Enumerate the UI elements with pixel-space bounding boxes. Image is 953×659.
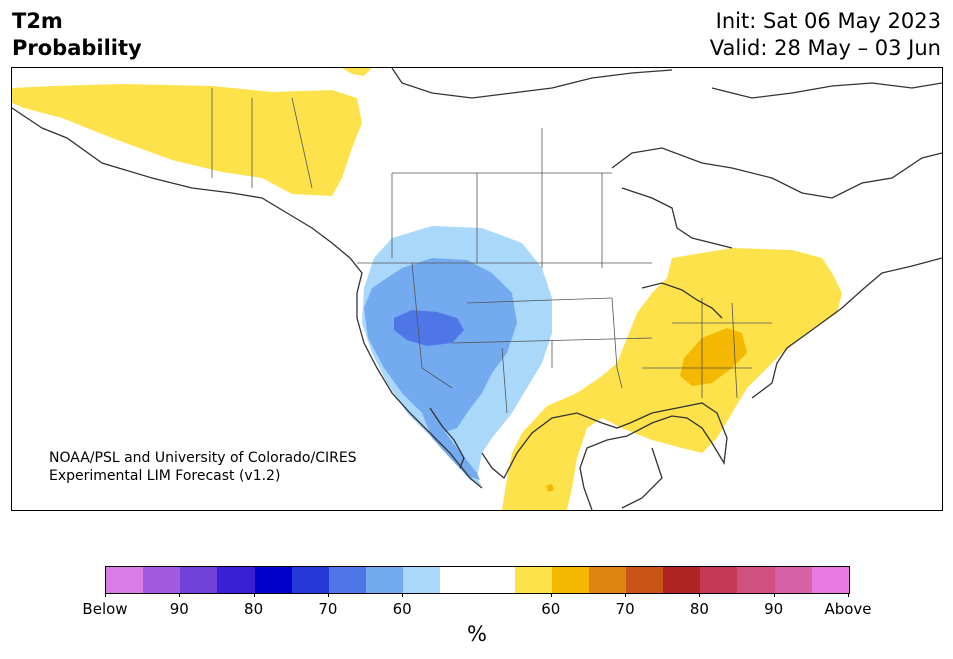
- colorbar-segment: [477, 567, 515, 593]
- colorbar-segment: [403, 567, 441, 593]
- product-title: Probability: [12, 36, 142, 60]
- credit-text: NOAA/PSL and University of Colorado/CIRE…: [49, 449, 357, 485]
- colorbar-tick-label: 90: [169, 600, 189, 618]
- variable-title: T2m: [12, 9, 63, 33]
- colorbar-segment: [625, 567, 664, 593]
- colorbar-tick-label: 80: [689, 600, 709, 618]
- colorbar-segment: [514, 567, 552, 593]
- credit-line-2: Experimental LIM Forecast (v1.2): [49, 468, 281, 484]
- below-70-shading: [364, 258, 517, 480]
- colorbar-segment: [291, 567, 329, 593]
- colorbar-segment: [588, 567, 626, 593]
- above-70-shading: [546, 328, 747, 492]
- colorbar-tick-mark: [402, 593, 404, 597]
- colorbar-tick-label: Below: [82, 600, 128, 618]
- colorbar-segment: [143, 567, 181, 593]
- above-60-shading: [12, 68, 842, 510]
- colorbar-tick-mark: [253, 593, 255, 597]
- colorbar-tick-mark: [848, 593, 849, 597]
- colorbar-tick-mark: [773, 593, 775, 597]
- below-80-shading: [394, 310, 464, 346]
- valid-date: Valid: 28 May – 03 Jun: [709, 36, 941, 60]
- colorbar-tick-label: 90: [764, 600, 784, 618]
- colorbar-segment: [180, 567, 218, 593]
- colorbar-tick-mark: [105, 593, 106, 597]
- colorbar-segment: [774, 567, 812, 593]
- colorbar-segment: [737, 567, 775, 593]
- colorbar-tick-label: 80: [244, 600, 264, 618]
- colorbar-tick-mark: [625, 593, 627, 597]
- colorbar: [105, 566, 850, 594]
- map-canvas: [12, 68, 942, 510]
- coastlines: [12, 68, 942, 510]
- colorbar-segment: [254, 567, 292, 593]
- colorbar-segment: [811, 567, 849, 593]
- colorbar-tick-label: 70: [615, 600, 635, 618]
- colorbar-segment: [663, 567, 701, 593]
- colorbar-tick-mark: [550, 593, 552, 597]
- colorbar-segment: [440, 567, 478, 593]
- chart-title: T2m Probability: [12, 8, 142, 62]
- credit-line-1: NOAA/PSL and University of Colorado/CIRE…: [49, 450, 357, 466]
- colorbar-tick-label: Above: [824, 600, 872, 618]
- colorbar-tick-label: 70: [318, 600, 338, 618]
- colorbar-segment: [365, 567, 404, 593]
- colorbar-tick-label: 60: [392, 600, 412, 618]
- colorbar-unit: %: [467, 622, 487, 646]
- colorbar-tick-mark: [327, 593, 329, 597]
- colorbar-segment: [551, 567, 589, 593]
- colorbar-tick-mark: [699, 593, 701, 597]
- colorbar-segment: [217, 567, 255, 593]
- state-borders: [211, 88, 772, 414]
- colorbar-tick-label: 60: [541, 600, 561, 618]
- init-date: Init: Sat 06 May 2023: [715, 9, 941, 33]
- colorbar-tick-mark: [179, 593, 181, 597]
- forecast-map: [11, 67, 943, 511]
- colorbar-segment: [328, 567, 366, 593]
- date-info: Init: Sat 06 May 2023 Valid: 28 May – 03…: [710, 8, 941, 62]
- colorbar-segment: [700, 567, 738, 593]
- colorbar-segment: [106, 567, 144, 593]
